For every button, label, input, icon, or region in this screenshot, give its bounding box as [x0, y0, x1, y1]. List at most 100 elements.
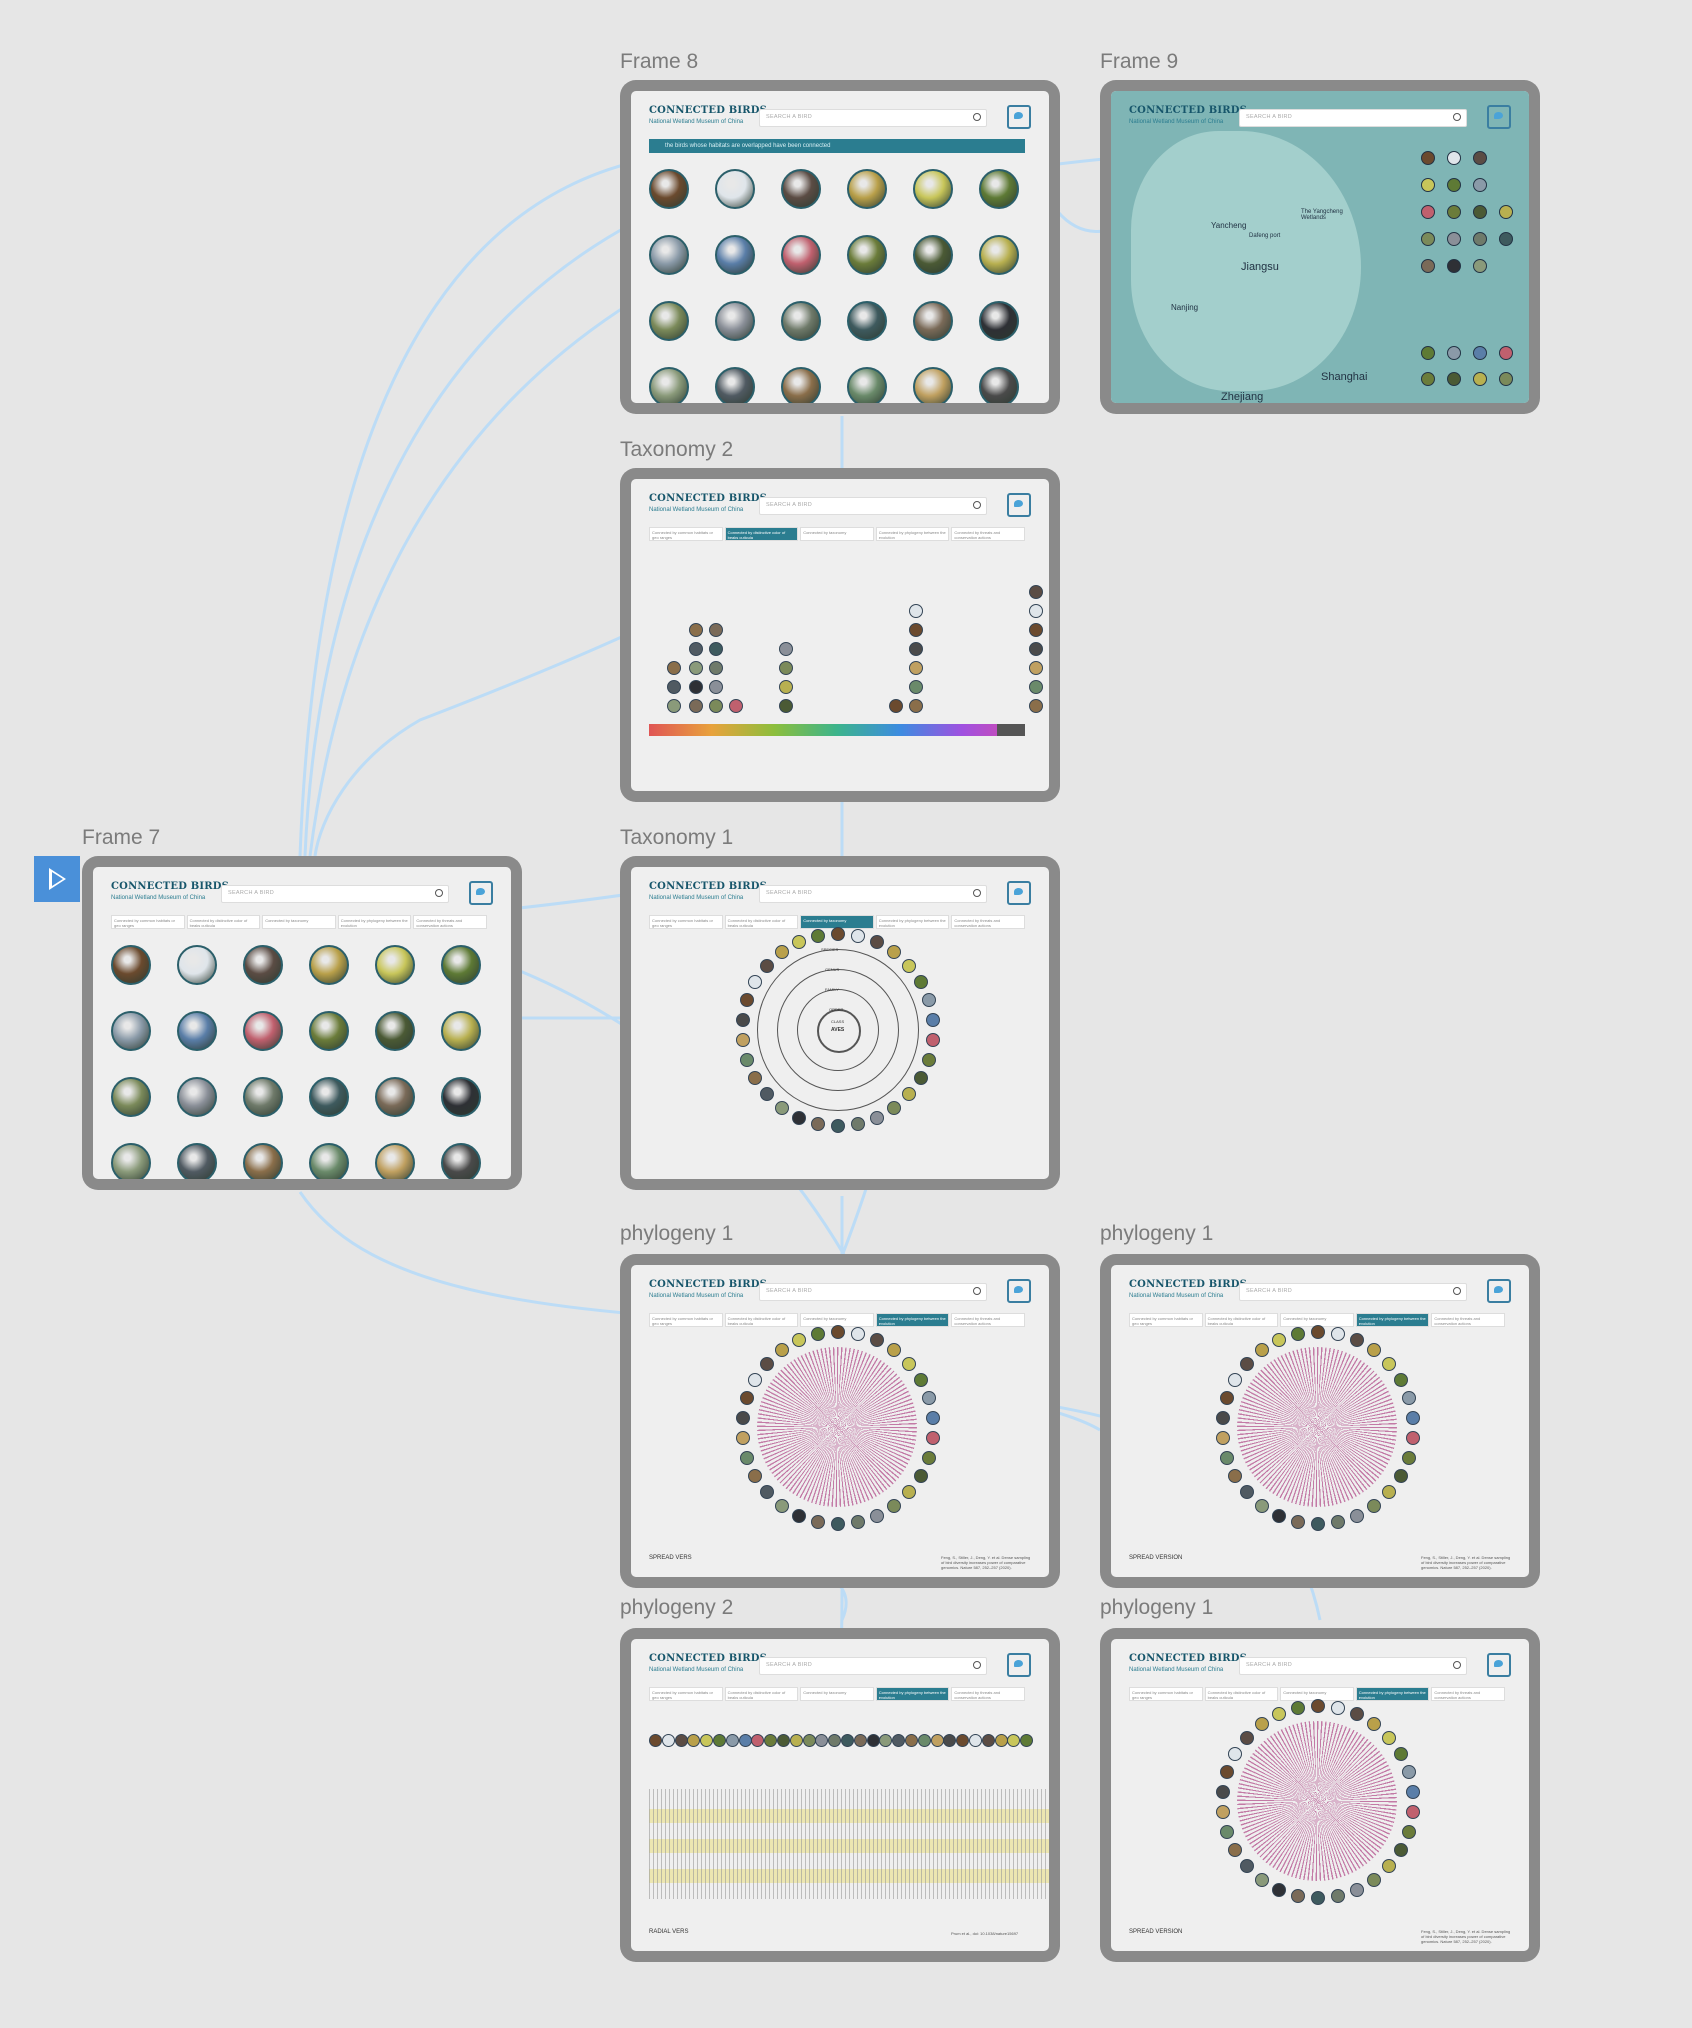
- phylogeny-radial-tree[interactable]: [1237, 1721, 1397, 1881]
- bird-avatar[interactable]: [847, 169, 887, 209]
- ring-bird-dot[interactable]: [791, 1333, 806, 1348]
- search-input[interactable]: SEARCH A BIRD: [759, 1657, 987, 1675]
- stack-bird-dot[interactable]: [779, 642, 793, 656]
- ring-bird-dot[interactable]: [1311, 1699, 1325, 1713]
- stack-bird-dot[interactable]: [689, 699, 703, 713]
- ring-bird-dot[interactable]: [735, 1410, 750, 1425]
- bird-avatar[interactable]: [649, 367, 689, 403]
- ring-bird-dot[interactable]: [1330, 1888, 1345, 1903]
- stack-bird-dot[interactable]: [1029, 699, 1043, 713]
- row-bird-dot[interactable]: [853, 1734, 867, 1747]
- bird-avatar[interactable]: [441, 1011, 481, 1051]
- ring-bird-dot[interactable]: [1239, 1485, 1254, 1500]
- brand-logo[interactable]: CONNECTED BIRDS: [1129, 105, 1248, 116]
- search-icon[interactable]: [435, 889, 443, 897]
- map-bird-dot[interactable]: [1421, 205, 1435, 219]
- ring-bird-dot[interactable]: [1219, 1450, 1234, 1465]
- ring-bird-dot[interactable]: [759, 1485, 774, 1500]
- ring-bird-dot[interactable]: [735, 1431, 750, 1446]
- ring-bird-dot[interactable]: [1227, 1469, 1242, 1483]
- ring-bird-dot[interactable]: [1254, 1872, 1269, 1887]
- row-bird-dot[interactable]: [956, 1734, 970, 1747]
- map-bird-dot[interactable]: [1473, 346, 1487, 360]
- ring-bird-dot[interactable]: [850, 1327, 865, 1342]
- stack-bird-dot[interactable]: [667, 699, 681, 713]
- row-bird-dot[interactable]: [917, 1734, 931, 1747]
- row-bird-dot[interactable]: [764, 1734, 778, 1747]
- tab-phylogeny[interactable]: Connected by phylogeny between the evolu…: [875, 1687, 950, 1701]
- ring-bird-dot[interactable]: [926, 1431, 941, 1446]
- ring-bird-dot[interactable]: [811, 1116, 826, 1131]
- map-bird-dot[interactable]: [1421, 372, 1435, 386]
- row-bird-dot[interactable]: [802, 1734, 816, 1747]
- stack-bird-dot[interactable]: [689, 661, 703, 675]
- phylogeny-linear-tree[interactable]: [649, 1789, 1049, 1899]
- ring-bird-dot[interactable]: [1394, 1469, 1409, 1483]
- frame8[interactable]: CONNECTED BIRDS National Wetland Museum …: [620, 80, 1060, 414]
- stack-bird-dot[interactable]: [1029, 680, 1043, 694]
- stack-bird-dot[interactable]: [709, 623, 723, 637]
- ring-bird-dot[interactable]: [1406, 1784, 1421, 1799]
- ring-bird-dot[interactable]: [1227, 1747, 1242, 1761]
- taxonomy2[interactable]: CONNECTED BIRDS National Wetland Museum …: [620, 468, 1060, 802]
- ring-bird-dot[interactable]: [902, 1356, 917, 1371]
- ring-bird-dot[interactable]: [1402, 1391, 1417, 1406]
- tab-phylogeny[interactable]: Connected by phylogeny between the evolu…: [1355, 1313, 1430, 1327]
- map-bird-dot[interactable]: [1499, 205, 1513, 219]
- search-input[interactable]: SEARCH A BIRD: [759, 497, 987, 515]
- phylogeny-radial-tree[interactable]: [1237, 1347, 1397, 1507]
- ring-bird-dot[interactable]: [1406, 1431, 1421, 1446]
- ring-bird-dot[interactable]: [926, 1012, 941, 1027]
- bird-avatar[interactable]: [111, 1143, 151, 1179]
- tab-phylogeny[interactable]: Connected by phylogeny between the evolu…: [1355, 1687, 1430, 1701]
- tab-habitat[interactable]: Connected by common habitats or geo rang…: [649, 527, 723, 541]
- search-icon[interactable]: [1453, 1287, 1461, 1295]
- tab-threats[interactable]: Connected by threats and conservation ac…: [951, 1313, 1025, 1327]
- bird-avatar[interactable]: [111, 945, 151, 985]
- bird-avatar[interactable]: [913, 235, 953, 275]
- bird-avatar[interactable]: [111, 1077, 151, 1117]
- taxonomy1[interactable]: CONNECTED BIRDS National Wetland Museum …: [620, 856, 1060, 1190]
- stack-bird-dot[interactable]: [689, 642, 703, 656]
- bird-avatar[interactable]: [441, 1143, 481, 1179]
- bird-avatar[interactable]: [309, 945, 349, 985]
- ring-bird-dot[interactable]: [791, 1110, 806, 1125]
- ring-bird-dot[interactable]: [811, 1514, 826, 1529]
- ring-bird-dot[interactable]: [914, 1373, 929, 1387]
- tab-threats[interactable]: Connected by threats and conservation ac…: [1431, 1687, 1505, 1701]
- ring-bird-dot[interactable]: [1330, 1701, 1345, 1716]
- bird-avatar[interactable]: [177, 1011, 217, 1051]
- share-icon[interactable]: [1007, 1279, 1031, 1303]
- map-bird-dot[interactable]: [1447, 346, 1461, 360]
- bird-avatar[interactable]: [715, 367, 755, 403]
- ring-bird-dot[interactable]: [1219, 1391, 1234, 1406]
- ring-bird-dot[interactable]: [811, 929, 826, 944]
- tab-threats[interactable]: Connected by threats and conservation ac…: [413, 915, 487, 929]
- phylogeny-radial-tree[interactable]: [757, 1347, 917, 1507]
- search-icon[interactable]: [973, 113, 981, 121]
- ring-bird-dot[interactable]: [1330, 1327, 1345, 1342]
- ring-bird-dot[interactable]: [739, 993, 754, 1008]
- stack-bird-dot[interactable]: [909, 699, 923, 713]
- ring-bird-dot[interactable]: [747, 1373, 762, 1387]
- ring-bird-dot[interactable]: [926, 1033, 941, 1048]
- row-bird-dot[interactable]: [930, 1734, 944, 1747]
- row-bird-dot[interactable]: [738, 1734, 752, 1747]
- ring-bird-dot[interactable]: [759, 958, 774, 973]
- bird-avatar[interactable]: [375, 945, 415, 985]
- row-bird-dot[interactable]: [687, 1734, 701, 1747]
- phylogeny2[interactable]: CONNECTED BIRDS National Wetland Museum …: [620, 1628, 1060, 1962]
- row-bird-dot[interactable]: [1020, 1734, 1034, 1747]
- search-input[interactable]: SEARCH A BIRD: [1239, 1657, 1467, 1675]
- map-bird-dot[interactable]: [1473, 372, 1487, 386]
- bird-avatar[interactable]: [649, 169, 689, 209]
- ring-bird-dot[interactable]: [887, 945, 902, 960]
- map-bird-dot[interactable]: [1499, 346, 1513, 360]
- stack-bird-dot[interactable]: [689, 680, 703, 694]
- tab-phylogeny[interactable]: Connected by phylogeny between the evolu…: [875, 1313, 950, 1327]
- ring-bird-dot[interactable]: [922, 1391, 937, 1406]
- ring-bird-dot[interactable]: [1227, 1373, 1242, 1387]
- bird-avatar[interactable]: [847, 301, 887, 341]
- ring-bird-dot[interactable]: [1291, 1888, 1306, 1903]
- ring-bird-dot[interactable]: [774, 1100, 789, 1115]
